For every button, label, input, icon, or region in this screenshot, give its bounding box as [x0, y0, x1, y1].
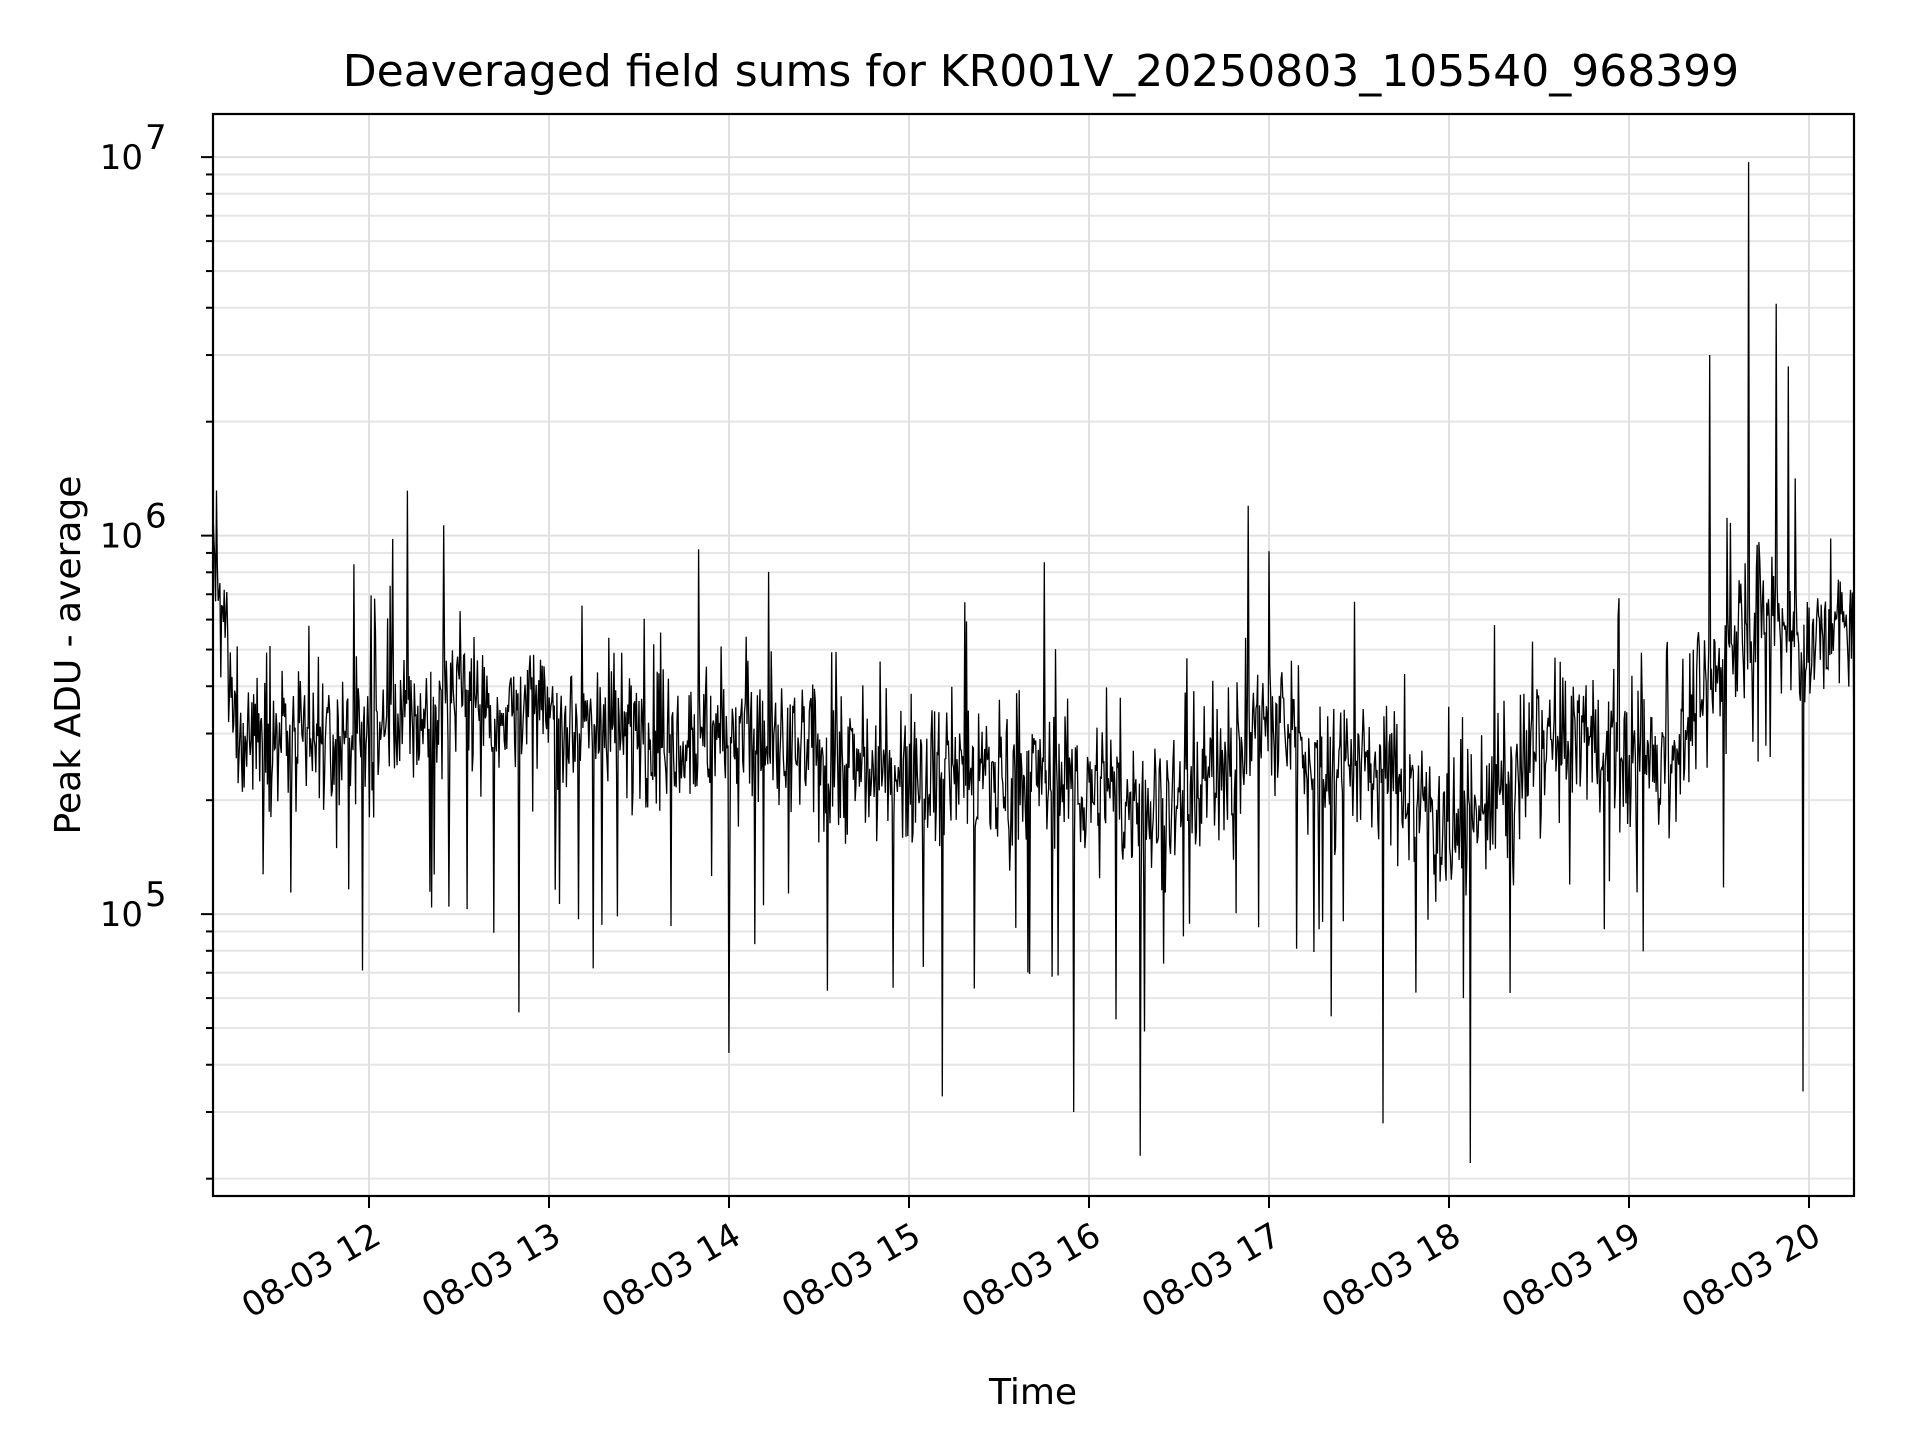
y-tick-base: 10 [100, 895, 143, 935]
x-tick-label: 08-03 13 [415, 1215, 567, 1326]
x-tick-label: 08-03 20 [1675, 1215, 1827, 1326]
x-tick-label: 08-03 12 [235, 1215, 387, 1326]
x-tick-label: 08-03 17 [1135, 1215, 1287, 1326]
y-tick-exponent: 7 [145, 118, 167, 158]
x-tick-label: 08-03 18 [1315, 1215, 1467, 1326]
plot-frame [211, 112, 1856, 1198]
x-axis-label: Time [988, 1372, 1077, 1413]
plot-area [212, 162, 1855, 1164]
y-tick-base: 10 [100, 517, 143, 557]
x-tick-label: 08-03 14 [595, 1215, 747, 1326]
y-tick-label: 10 6 [100, 497, 167, 557]
y-tick-label: 10 7 [100, 118, 167, 178]
y-axis-label: Peak ADU - average [48, 476, 89, 835]
x-tick-label: 08-03 19 [1495, 1215, 1647, 1326]
x-tick-label: 08-03 16 [955, 1215, 1107, 1326]
y-tick-label: 10 5 [100, 875, 167, 935]
x-tick-label: 08-03 15 [775, 1215, 927, 1326]
y-tick-base: 10 [100, 138, 143, 178]
series-line [212, 162, 1855, 1164]
y-tick-exponent: 6 [145, 497, 167, 537]
chart-title: Deaveraged field sums for KR001V_2025080… [343, 46, 1739, 97]
y-tick-exponent: 5 [145, 875, 167, 915]
